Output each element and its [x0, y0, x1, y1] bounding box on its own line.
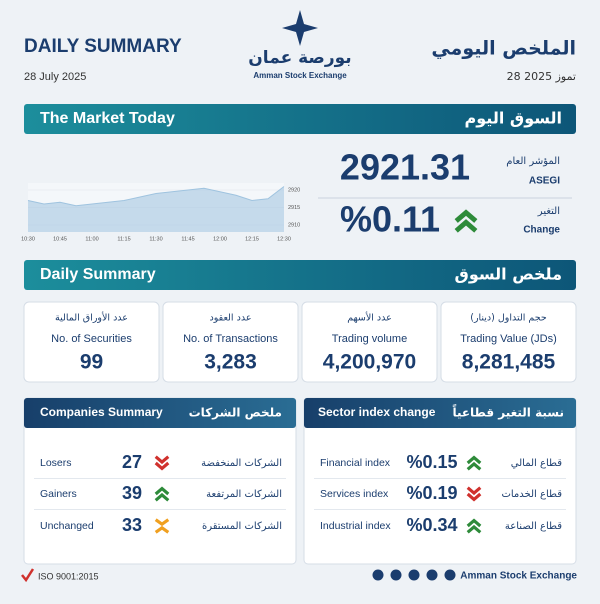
- card-label-ar: عدد العقود: [210, 313, 252, 324]
- row-value: %0.34: [406, 515, 457, 535]
- panel-header: [24, 398, 296, 428]
- row-label-en: Industrial index: [320, 520, 391, 532]
- card-value: 4,200,970: [323, 351, 416, 374]
- row-value: 33: [122, 515, 142, 535]
- row-label-ar: الشركات المرتفعة: [206, 489, 282, 500]
- row-value: %0.15: [406, 452, 457, 472]
- banner-title-en: The Market Today: [40, 110, 175, 127]
- row-label-ar: الشركات المستقرة: [202, 521, 282, 532]
- check-icon: [21, 568, 35, 583]
- card-label-ar: عدد الأسهم: [347, 312, 392, 324]
- row-label-ar: قطاع الخدمات: [501, 489, 562, 500]
- chart: 2910 2915 2920 10:30 10:45 11:00 11:15 11:30 11:…: [21, 183, 300, 242]
- panel-title-en: Companies Summary: [40, 405, 163, 419]
- banner-title-en: Daily Summary: [40, 266, 156, 283]
- x-tick-label: 11:45: [181, 236, 194, 242]
- card-label-en: Trading volume: [332, 333, 407, 345]
- banner: [24, 260, 576, 290]
- youtube-icon[interactable]: [444, 569, 456, 581]
- x-tick-label: 10:30: [21, 236, 35, 242]
- date-ar: 28 تموز 2025: [507, 70, 576, 83]
- x-tick-label: 11:15: [117, 236, 130, 242]
- panel-title-en: Sector index change: [318, 405, 436, 419]
- card-label-ar: حجم التداول (دينار): [470, 313, 547, 324]
- card-label-ar: عدد الأوراق المالية: [55, 312, 128, 324]
- card-value: 99: [80, 351, 103, 374]
- iso: ISO 9001:2015: [38, 571, 99, 581]
- row-value: %0.19: [406, 483, 457, 503]
- card: [440, 301, 577, 383]
- change-label-en: Change: [523, 225, 560, 236]
- x-tick-label: 10:45: [53, 236, 67, 242]
- logo-en: Amman Stock Exchange: [253, 71, 347, 80]
- y-tick-label: 2920: [288, 187, 300, 193]
- panel-header: [304, 398, 576, 428]
- card-value: 3,283: [204, 351, 257, 374]
- row-label-en: Unchanged: [40, 520, 94, 532]
- date-en: 28 July 2025: [24, 71, 86, 83]
- banner-title-ar: السوق اليوم: [465, 109, 562, 128]
- row-label-en: Financial index: [320, 457, 391, 469]
- row-label-en: Services index: [320, 488, 389, 500]
- x-tick-label: 12:15: [245, 236, 259, 242]
- cards: عدد الأوراق المالية No. of Securities 99 عد…: [23, 301, 577, 383]
- row-label-ar: قطاع المالي: [511, 458, 562, 469]
- social-icons: [372, 569, 456, 581]
- logo-ar: بورصة عمان: [248, 48, 351, 68]
- card-label-en: No. of Transactions: [183, 333, 278, 345]
- change-value: %0.11: [340, 199, 440, 240]
- logo: بورصة عمان Amman Stock Exchange: [248, 10, 352, 80]
- index-label-en: ASEGI: [529, 176, 560, 187]
- card-label-en: No. of Securities: [51, 333, 132, 345]
- line: [27, 186, 285, 207]
- row-label-ar: قطاع الصناعة: [505, 521, 562, 532]
- x-tick-label: 12:30: [277, 236, 291, 242]
- area: [28, 186, 284, 232]
- panel-title-ar: نسبة التغير قطاعياً: [452, 404, 564, 420]
- y-tick-label: 2910: [288, 222, 300, 228]
- card: [162, 301, 299, 383]
- card: [23, 301, 160, 383]
- row-value: 27: [122, 452, 142, 472]
- panel-title-ar: ملخص الشركات: [189, 406, 282, 420]
- index-label-ar: المؤشر العام: [506, 156, 560, 167]
- index-value: 2921.31: [340, 147, 470, 188]
- facebook-icon[interactable]: [372, 569, 384, 581]
- x-tick-label: 12:00: [213, 236, 227, 242]
- x-tick-label: 11:00: [85, 236, 98, 242]
- change-label-ar: التغير: [537, 206, 560, 217]
- instagram-icon[interactable]: [408, 569, 420, 581]
- title-ar: الملخص اليومي: [431, 38, 576, 60]
- card: [301, 301, 438, 383]
- rows: Losers 27 الشركات المنخفضة Gainers 39 الشركات…: [34, 452, 566, 535]
- row-value: 39: [122, 483, 142, 503]
- x-icon[interactable]: [390, 569, 402, 581]
- linkedin-icon[interactable]: [426, 569, 438, 581]
- row-label-en: Gainers: [40, 488, 77, 500]
- card-label-en: Trading Value (JDs): [460, 333, 557, 345]
- y-tick-label: 2915: [288, 205, 300, 211]
- row-label-ar: الشركات المنخفضة: [201, 458, 282, 469]
- brand: Amman Stock Exchange: [460, 571, 577, 582]
- x-tick-label: 11:30: [149, 236, 162, 242]
- title-en: DAILY SUMMARY: [24, 36, 182, 57]
- card-value: 8,281,485: [462, 351, 556, 374]
- banner-title-ar: ملخص السوق: [455, 265, 562, 284]
- row-label-en: Losers: [40, 457, 72, 469]
- banner: [24, 104, 576, 134]
